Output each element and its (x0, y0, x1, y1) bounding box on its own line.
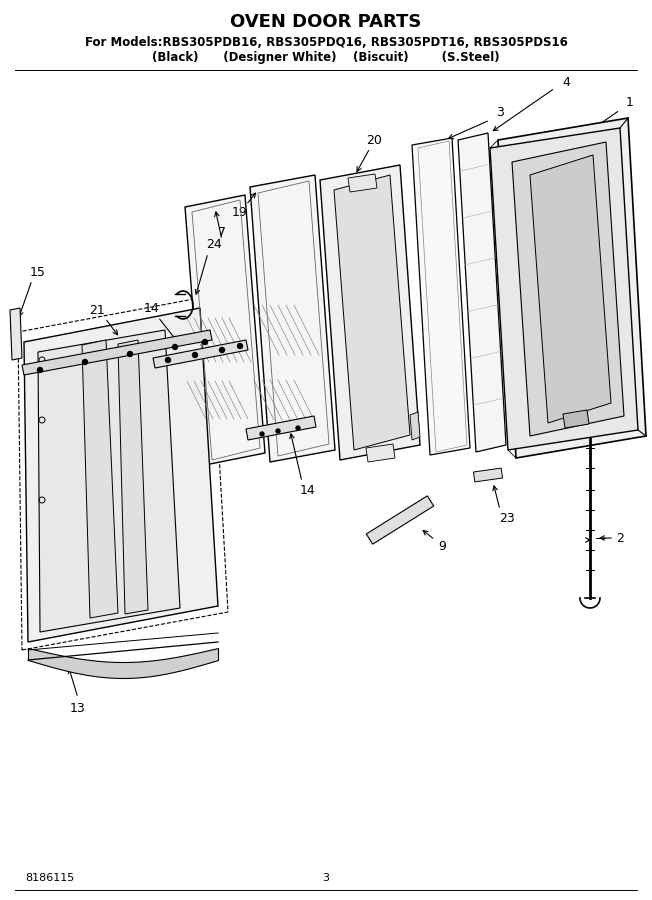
Text: 14: 14 (300, 483, 316, 497)
Circle shape (237, 344, 243, 348)
Polygon shape (512, 142, 624, 436)
Polygon shape (366, 496, 434, 544)
Circle shape (220, 347, 224, 353)
Polygon shape (250, 175, 335, 462)
Polygon shape (498, 118, 646, 458)
Circle shape (260, 432, 264, 436)
Circle shape (296, 426, 300, 430)
Circle shape (83, 359, 87, 364)
Circle shape (166, 357, 171, 363)
Polygon shape (185, 195, 265, 465)
Polygon shape (246, 416, 316, 440)
Text: 4: 4 (562, 76, 570, 88)
Text: (Black)      (Designer White)    (Biscuit)        (S.Steel): (Black) (Designer White) (Biscuit) (S.St… (152, 51, 500, 65)
Text: 24: 24 (206, 238, 222, 250)
Text: For Models:RBS305PDB16, RBS305PDQ16, RBS305PDT16, RBS305PDS16: For Models:RBS305PDB16, RBS305PDQ16, RBS… (85, 35, 567, 49)
Polygon shape (473, 468, 503, 482)
Text: 3: 3 (496, 106, 504, 120)
Polygon shape (458, 133, 506, 452)
Polygon shape (10, 308, 22, 360)
Text: 23: 23 (499, 511, 515, 525)
Circle shape (203, 339, 207, 345)
Circle shape (192, 353, 198, 357)
Circle shape (173, 345, 177, 349)
Text: OVEN DOOR PARTS: OVEN DOOR PARTS (230, 13, 422, 31)
Polygon shape (334, 175, 410, 450)
Polygon shape (410, 412, 420, 440)
Text: 13: 13 (70, 701, 86, 715)
Text: 20: 20 (366, 133, 382, 147)
Polygon shape (563, 410, 589, 428)
Text: 21: 21 (89, 303, 105, 317)
Polygon shape (320, 165, 420, 460)
Text: 7: 7 (218, 226, 226, 239)
Polygon shape (412, 138, 470, 455)
Text: 19: 19 (232, 206, 248, 220)
Polygon shape (82, 340, 118, 618)
Text: 3: 3 (323, 873, 329, 883)
Polygon shape (490, 128, 638, 450)
Polygon shape (24, 308, 218, 642)
Text: 1: 1 (626, 96, 634, 110)
Circle shape (38, 367, 42, 373)
Text: 15: 15 (30, 266, 46, 278)
Polygon shape (366, 444, 395, 462)
Polygon shape (530, 155, 611, 423)
Text: 9: 9 (438, 541, 446, 554)
Polygon shape (22, 330, 212, 375)
Polygon shape (118, 340, 148, 614)
Polygon shape (348, 174, 377, 192)
Text: 14: 14 (144, 302, 160, 314)
Text: 2: 2 (616, 532, 624, 544)
Text: 8186115: 8186115 (25, 873, 74, 883)
Polygon shape (38, 330, 180, 632)
Circle shape (128, 352, 132, 356)
Polygon shape (153, 340, 248, 368)
Circle shape (276, 429, 280, 433)
